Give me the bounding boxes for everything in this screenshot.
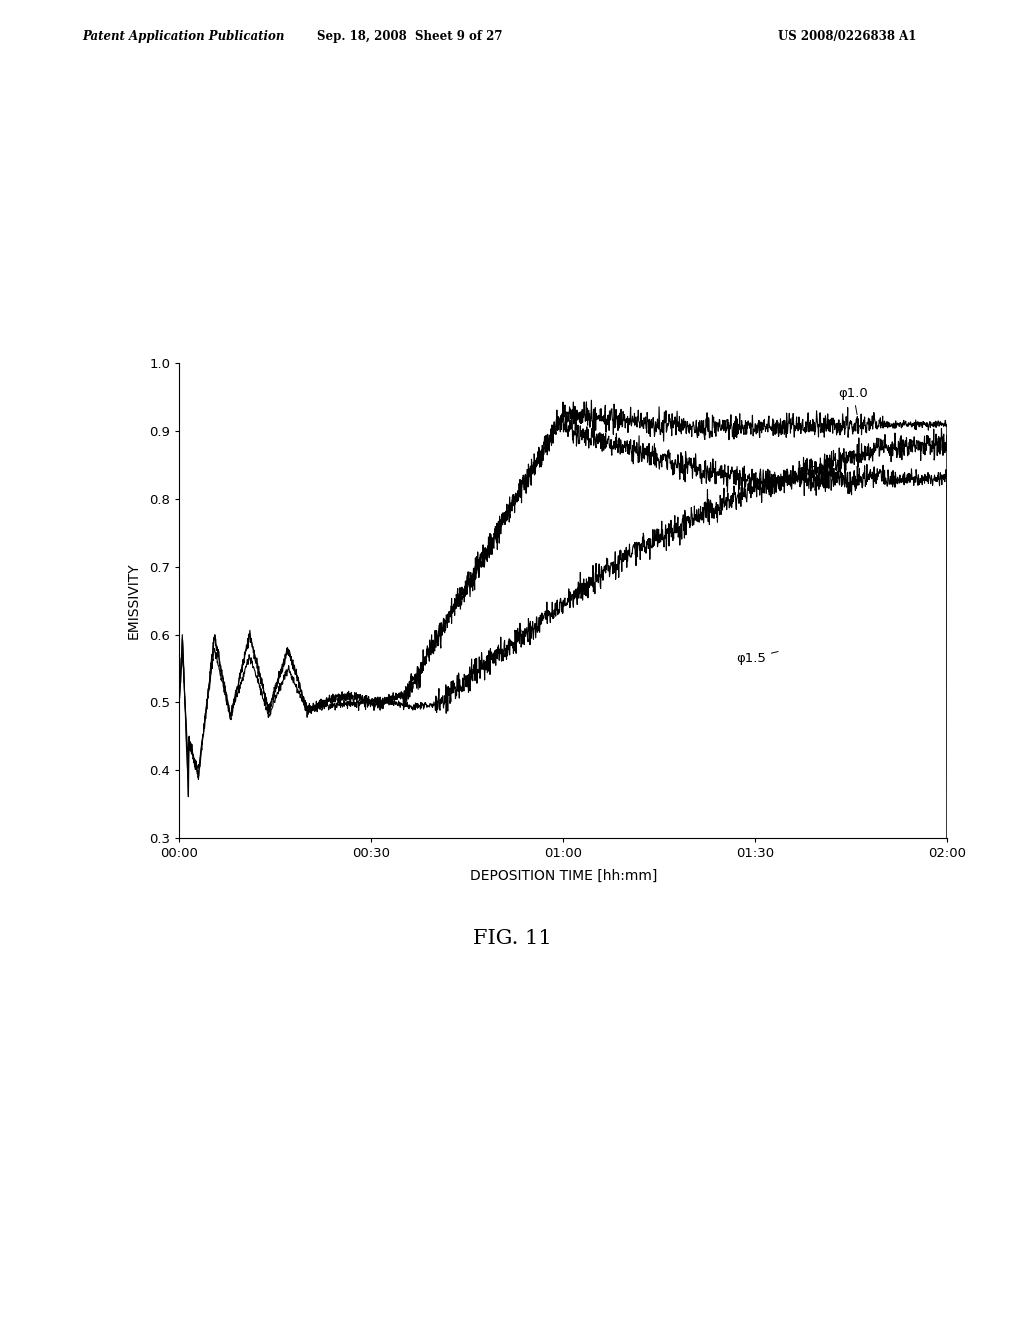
Text: Patent Application Publication: Patent Application Publication <box>82 29 285 42</box>
Text: US 2008/0226838 A1: US 2008/0226838 A1 <box>778 29 916 42</box>
Y-axis label: EMISSIVITY: EMISSIVITY <box>127 562 141 639</box>
Text: φ1.5: φ1.5 <box>736 652 778 665</box>
Text: φ0.5: φ0.5 <box>800 459 836 478</box>
Text: Sep. 18, 2008  Sheet 9 of 27: Sep. 18, 2008 Sheet 9 of 27 <box>316 29 503 42</box>
Text: FIG. 11: FIG. 11 <box>473 929 551 948</box>
Text: φ1.0: φ1.0 <box>839 387 868 414</box>
X-axis label: DEPOSITION TIME [hh:mm]: DEPOSITION TIME [hh:mm] <box>470 869 656 883</box>
